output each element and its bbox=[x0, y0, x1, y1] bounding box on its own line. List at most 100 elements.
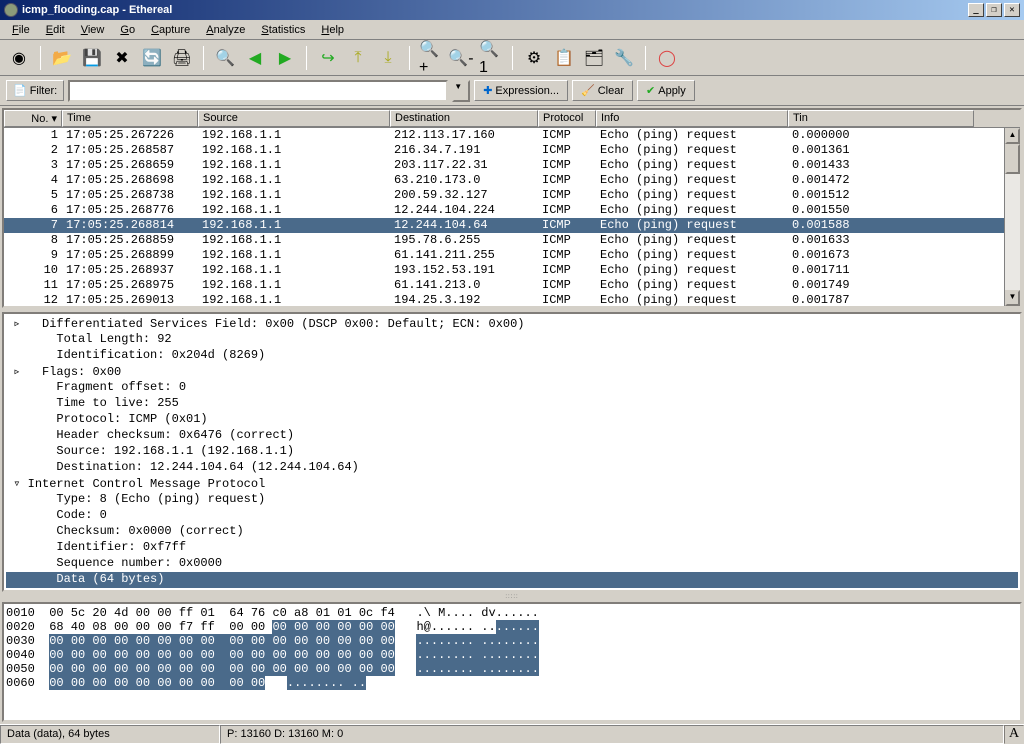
filter-input[interactable] bbox=[68, 80, 448, 102]
packet-list-pane[interactable]: No. ▾ Time Source Destination Protocol I… bbox=[2, 108, 1022, 308]
find-icon[interactable]: 🔍 bbox=[212, 45, 238, 71]
forward-icon[interactable]: ▶ bbox=[272, 45, 298, 71]
hex-line[interactable]: 0040 00 00 00 00 00 00 00 00 00 00 00 00… bbox=[6, 648, 1018, 662]
detail-line[interactable]: Code: 0 bbox=[6, 508, 1018, 524]
capture-filters-icon[interactable]: ⚙ bbox=[521, 45, 547, 71]
table-row[interactable]: 1117:05:25.268975192.168.1.161.141.213.0… bbox=[4, 278, 1020, 293]
status-a: A bbox=[1004, 725, 1024, 744]
status-left: Data (data), 64 bytes bbox=[0, 725, 220, 744]
detail-line[interactable]: Time to live: 255 bbox=[6, 396, 1018, 412]
scroll-up-icon[interactable]: ▲ bbox=[1005, 128, 1020, 144]
app-icon bbox=[4, 3, 18, 17]
packet-list-header: No. ▾ Time Source Destination Protocol I… bbox=[4, 110, 1020, 128]
detail-line[interactable]: Identification: 0x204d (8269) bbox=[6, 348, 1018, 364]
detail-line[interactable]: ▹ Flags: 0x00 bbox=[6, 364, 1018, 380]
table-row[interactable]: 617:05:25.268776192.168.1.112.244.104.22… bbox=[4, 203, 1020, 218]
zoomin-icon[interactable]: 🔍+ bbox=[418, 45, 444, 71]
hex-line[interactable]: 0030 00 00 00 00 00 00 00 00 00 00 00 00… bbox=[6, 634, 1018, 648]
table-row[interactable]: 1217:05:25.269013192.168.1.1194.25.3.192… bbox=[4, 293, 1020, 308]
apply-button[interactable]: ✔ Apply bbox=[637, 80, 695, 101]
close-button[interactable]: ✕ bbox=[1004, 3, 1020, 17]
reload-icon[interactable]: 🔄 bbox=[139, 45, 165, 71]
apply-label: Apply bbox=[658, 85, 686, 97]
detail-line[interactable]: Total Length: 92 bbox=[6, 332, 1018, 348]
scroll-down-icon[interactable]: ▼ bbox=[1005, 290, 1020, 306]
detail-line[interactable]: Type: 8 (Echo (ping) request) bbox=[6, 492, 1018, 508]
col-protocol[interactable]: Protocol bbox=[538, 110, 596, 127]
hex-line[interactable]: 0050 00 00 00 00 00 00 00 00 00 00 00 00… bbox=[6, 662, 1018, 676]
maximize-button[interactable]: ❐ bbox=[986, 3, 1002, 17]
menu-edit[interactable]: Edit bbox=[38, 22, 73, 38]
detail-line[interactable]: Protocol: ICMP (0x01) bbox=[6, 412, 1018, 428]
detail-line[interactable]: ▿ Internet Control Message Protocol bbox=[6, 476, 1018, 492]
back-icon[interactable]: ◀ bbox=[242, 45, 268, 71]
table-row[interactable]: 817:05:25.268859192.168.1.1195.78.6.255I… bbox=[4, 233, 1020, 248]
col-info[interactable]: Info bbox=[596, 110, 788, 127]
hex-line[interactable]: 0010 00 5c 20 4d 00 00 ff 01 64 76 c0 a8… bbox=[6, 606, 1018, 620]
table-row[interactable]: 317:05:25.268659192.168.1.1203.117.22.31… bbox=[4, 158, 1020, 173]
minimize-button[interactable]: _ bbox=[968, 3, 984, 17]
statusbar: Data (data), 64 bytes P: 13160 D: 13160 … bbox=[0, 724, 1024, 744]
detail-line[interactable]: Checksum: 0x0000 (correct) bbox=[6, 524, 1018, 540]
menubar: File Edit View Go Capture Analyze Statis… bbox=[0, 20, 1024, 40]
window-title: icmp_flooding.cap - Ethereal bbox=[22, 4, 172, 16]
table-row[interactable]: 917:05:25.268899192.168.1.161.141.211.25… bbox=[4, 248, 1020, 263]
detail-line[interactable]: Destination: 12.244.104.64 (12.244.104.6… bbox=[6, 460, 1018, 476]
expression-button[interactable]: ✚ Expression... bbox=[474, 80, 568, 101]
zoomout-icon[interactable]: 🔍- bbox=[448, 45, 474, 71]
close-icon[interactable]: ✖ bbox=[109, 45, 135, 71]
detail-line[interactable]: Fragment offset: 0 bbox=[6, 380, 1018, 396]
packet-bytes-pane[interactable]: 0010 00 5c 20 4d 00 00 ff 01 64 76 c0 a8… bbox=[2, 602, 1022, 722]
scroll-thumb[interactable] bbox=[1005, 144, 1020, 174]
save-icon[interactable]: 💾 bbox=[79, 45, 105, 71]
detail-line[interactable]: Sequence number: 0x0000 bbox=[6, 556, 1018, 572]
coloring-icon[interactable]: 🗂 bbox=[581, 45, 607, 71]
table-row[interactable]: 217:05:25.268587192.168.1.1216.34.7.191I… bbox=[4, 143, 1020, 158]
filter-dropdown[interactable]: ▼ bbox=[452, 80, 470, 102]
status-mid: P: 13160 D: 13160 M: 0 bbox=[220, 725, 1004, 744]
titlebar: icmp_flooding.cap - Ethereal _ ❐ ✕ bbox=[0, 0, 1024, 20]
interfaces-icon[interactable]: ◉ bbox=[6, 45, 32, 71]
golast-icon[interactable]: ⤓ bbox=[375, 45, 401, 71]
menu-statistics[interactable]: Statistics bbox=[253, 22, 313, 38]
detail-line[interactable]: Header checksum: 0x6476 (correct) bbox=[6, 428, 1018, 444]
gofirst-icon[interactable]: ⤒ bbox=[345, 45, 371, 71]
col-source[interactable]: Source bbox=[198, 110, 390, 127]
print-icon[interactable]: 🖨 bbox=[169, 45, 195, 71]
table-row[interactable]: 517:05:25.268738192.168.1.1200.59.32.127… bbox=[4, 188, 1020, 203]
menu-help[interactable]: Help bbox=[313, 22, 352, 38]
col-tin[interactable]: Tin bbox=[788, 110, 974, 127]
display-filters-icon[interactable]: 📋 bbox=[551, 45, 577, 71]
detail-line[interactable]: Data (64 bytes) bbox=[6, 572, 1018, 588]
menu-capture[interactable]: Capture bbox=[143, 22, 198, 38]
col-time[interactable]: Time bbox=[62, 110, 198, 127]
menu-analyze[interactable]: Analyze bbox=[198, 22, 253, 38]
filter-button[interactable]: 📄 Filter: bbox=[6, 80, 64, 101]
packet-list-scrollbar[interactable]: ▲ ▼ bbox=[1004, 128, 1020, 306]
table-row[interactable]: 1017:05:25.268937192.168.1.1193.152.53.1… bbox=[4, 263, 1020, 278]
hex-line[interactable]: 0020 68 40 08 00 00 00 f7 ff 00 00 00 00… bbox=[6, 620, 1018, 634]
detail-line[interactable]: Source: 192.168.1.1 (192.168.1.1) bbox=[6, 444, 1018, 460]
col-destination[interactable]: Destination bbox=[390, 110, 538, 127]
splitter[interactable]: ::::: bbox=[0, 594, 1024, 600]
expression-label: Expression... bbox=[495, 85, 559, 97]
help-icon[interactable]: ◯ bbox=[654, 45, 680, 71]
prefs-icon[interactable]: 🔧 bbox=[611, 45, 637, 71]
menu-go[interactable]: Go bbox=[112, 22, 143, 38]
open-icon[interactable]: 📂 bbox=[49, 45, 75, 71]
table-row[interactable]: 117:05:25.267226192.168.1.1212.113.17.16… bbox=[4, 128, 1020, 143]
goto-icon[interactable]: ↪ bbox=[315, 45, 341, 71]
menu-view[interactable]: View bbox=[73, 22, 113, 38]
menu-file[interactable]: File bbox=[4, 22, 38, 38]
table-row[interactable]: 417:05:25.268698192.168.1.163.210.173.0I… bbox=[4, 173, 1020, 188]
zoom1-icon[interactable]: 🔍1 bbox=[478, 45, 504, 71]
packet-details-pane[interactable]: ▹ Differentiated Services Field: 0x00 (D… bbox=[2, 312, 1022, 592]
col-no[interactable]: No. ▾ bbox=[4, 110, 62, 127]
clear-button[interactable]: 🧹 Clear bbox=[572, 80, 633, 101]
packet-list-body[interactable]: 117:05:25.267226192.168.1.1212.113.17.16… bbox=[4, 128, 1020, 308]
detail-line[interactable]: ▹ Differentiated Services Field: 0x00 (D… bbox=[6, 316, 1018, 332]
detail-line[interactable]: Identifier: 0xf7ff bbox=[6, 540, 1018, 556]
toolbar: ◉ 📂 💾 ✖ 🔄 🖨 🔍 ◀ ▶ ↪ ⤒ ⤓ 🔍+ 🔍- 🔍1 ⚙ 📋 🗂 🔧… bbox=[0, 40, 1024, 76]
hex-line[interactable]: 0060 00 00 00 00 00 00 00 00 00 00 .....… bbox=[6, 676, 1018, 690]
table-row[interactable]: 717:05:25.268814192.168.1.112.244.104.64… bbox=[4, 218, 1020, 233]
